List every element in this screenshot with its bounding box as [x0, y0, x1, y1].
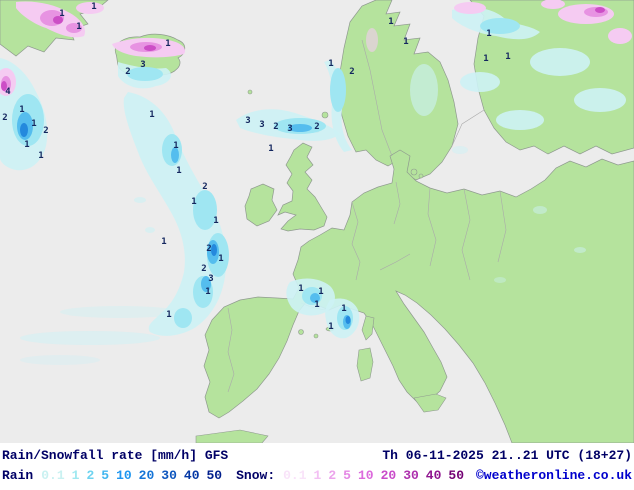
precip-value-label: 1 [38, 151, 43, 161]
precip-value-label: 1 [165, 39, 170, 49]
rain-scale-value-1: 1 [71, 468, 80, 483]
danish-island [418, 173, 424, 179]
snow-scale-value-40: 40 [425, 468, 442, 483]
rain-scale-value-0.1: 0.1 [41, 468, 65, 483]
precip-value-label: 1 [91, 2, 96, 12]
rain-scale-value-5: 5 [101, 468, 110, 483]
rain-scale-value-10: 10 [116, 468, 132, 483]
precip-value-label: 1 [486, 29, 491, 39]
rain-scale-value-50: 50 [206, 468, 223, 483]
precip-value-label: 2 [273, 122, 278, 132]
snow-scale-value-50: 50 [448, 468, 465, 483]
snow-scale-value-30: 30 [403, 468, 419, 483]
precip-value-label: 1 [176, 166, 181, 176]
rain-scale-value-30: 30 [161, 468, 177, 483]
precip-value-label: 1 [161, 237, 166, 247]
rain-scale-value-20: 20 [138, 468, 155, 483]
sicily-land [413, 393, 447, 413]
snow-scale-value-10: 10 [357, 468, 374, 483]
valid-time: Th 06-11-2025 21..21 UTC (18+27) [382, 448, 632, 463]
copyright: ©weatheronline.co.uk [475, 468, 632, 483]
precip-value-label: 2 [314, 122, 319, 132]
rain-scale-value-2: 2 [86, 468, 95, 483]
snow-scale-value-20: 20 [380, 468, 397, 483]
north-africa-land [195, 429, 269, 443]
rain-label: Rain [2, 468, 34, 483]
precip-value-label: 1 [213, 216, 218, 226]
precip-value-label: 3 [245, 116, 250, 126]
snow-scale-value-2: 2 [328, 468, 337, 483]
precip-value-label: 1 [298, 284, 303, 294]
snow-scale-value-0.1: 0.1 [283, 468, 307, 483]
precip-value-label: 1 [328, 59, 333, 69]
precip-value-label: 2 [2, 113, 7, 123]
rain-heavy-layer [17, 112, 351, 329]
precip-value-label: 4 [5, 87, 11, 97]
precip-value-label: 1 [268, 144, 273, 154]
precip-value-label: 3 [208, 274, 213, 284]
precip-value-label: 1 [205, 287, 210, 297]
snow-layer [0, 0, 632, 96]
britain-land [277, 142, 328, 232]
shetland-island [321, 111, 329, 119]
precip-value-label: 2 [201, 264, 206, 274]
precip-value-label: 1 [388, 17, 393, 27]
precip-value-label: 1 [314, 300, 319, 310]
balearic-island [298, 329, 304, 335]
precip-value-label: 1 [149, 110, 154, 120]
precip-value-label: 1 [59, 9, 64, 19]
precip-value-label: 1 [403, 37, 408, 47]
precip-value-label: 1 [328, 322, 333, 332]
precip-value-label: 3 [259, 120, 264, 130]
balearic-island [313, 333, 319, 339]
precip-value-label: 2 [349, 67, 354, 77]
precip-value-label: 1 [505, 52, 510, 62]
precip-value-label: 1 [19, 105, 24, 115]
ireland-land [244, 183, 278, 227]
precip-value-label: 2 [202, 182, 207, 192]
precip-value-label: 1 [24, 140, 29, 150]
precip-value-label: 1 [173, 141, 178, 151]
country-borders [227, 39, 507, 393]
precip-value-label: 1 [483, 54, 488, 64]
footer-legend-row: Rain 0.1 1 2 5 10 20 30 40 50 Snow: 0.1 1 2 5 10 20 30… [2, 466, 632, 486]
precip-value-label: 1 [76, 22, 81, 32]
danish-island [410, 168, 418, 176]
precip-value-label: 1 [31, 119, 36, 129]
snow-scale-value-5: 5 [343, 468, 351, 483]
precip-value-label: 2 [43, 126, 48, 136]
corsica-land [361, 315, 375, 341]
rain-scale: 0.1 1 2 5 10 20 30 40 50 [41, 466, 222, 486]
faroe-island [247, 89, 253, 95]
precip-value-label: 3 [140, 60, 145, 70]
precip-value-label: 1 [166, 310, 171, 320]
rain-scale-value-40: 40 [183, 468, 200, 483]
snow-label: Snow: [236, 468, 276, 483]
footer: Rain/Snowfall rate [mm/h] GFS Th 06-11-2… [0, 443, 634, 490]
precip-value-label: 2 [125, 67, 130, 77]
precip-value-label: 2 [206, 244, 211, 254]
sardinia-land [356, 347, 374, 382]
snow-scale: 0.1 1 2 5 10 20 30 40 50 [283, 466, 464, 486]
precip-value-label: 1 [341, 304, 346, 314]
footer-title-row: Rain/Snowfall rate [mm/h] GFS Th 06-11-2… [2, 446, 632, 466]
product-title: Rain/Snowfall rate [mm/h] GFS [2, 448, 229, 463]
snow-scale-value-1: 1 [313, 468, 322, 483]
precip-value-label: 1 [318, 287, 323, 297]
precip-value-label: 1 [191, 197, 196, 207]
precip-value-label: 1 [218, 254, 223, 264]
precip-value-label: 3 [287, 124, 292, 134]
